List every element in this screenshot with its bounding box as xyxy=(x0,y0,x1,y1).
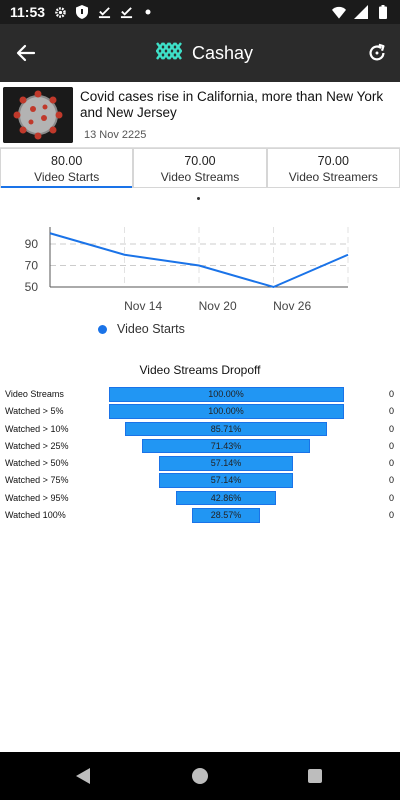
y-tick-label: 50 xyxy=(25,280,39,294)
tab-video-streamers[interactable]: 70.00 Video Streamers xyxy=(266,148,400,188)
tab-value: 70.00 xyxy=(317,154,349,168)
nav-back-icon[interactable] xyxy=(75,767,91,790)
funnel-bar: 71.43% xyxy=(142,438,310,454)
clock: 11:53 xyxy=(10,4,46,20)
funnel-stage-count: 0 xyxy=(388,458,394,469)
battery-icon xyxy=(376,5,390,19)
arrow-left-icon[interactable] xyxy=(14,41,38,65)
y-tick-label: 70 xyxy=(25,259,39,273)
gear-icon xyxy=(53,5,67,19)
x-tick-label: Nov 26 xyxy=(273,299,311,313)
funnel-bar: 85.71% xyxy=(125,421,327,437)
chart-legend: Video Starts xyxy=(98,322,185,336)
funnel-stage-label: Video Streams xyxy=(5,389,64,399)
article-date: 13 Nov 2225 xyxy=(84,129,147,141)
funnel-stage-count: 0 xyxy=(388,475,394,486)
tab-video-starts[interactable]: 80.00 Video Starts xyxy=(0,148,134,188)
funnel-stage-label: Watched > 75% xyxy=(5,475,69,486)
funnel-stage-label: Watched > 50% xyxy=(5,458,69,469)
funnel-row: Watched > 5% 100.00% 0 xyxy=(0,403,400,420)
funnel-row: Watched > 25% 71.43% 0 xyxy=(0,438,400,455)
x-tick-label: Nov 20 xyxy=(199,299,237,313)
funnel-stage-count: 0 xyxy=(388,423,394,434)
funnel-row: Watched > 75% 57.14% 0 xyxy=(0,472,400,489)
funnel-stage-count: 0 xyxy=(388,389,394,399)
funnel-row: Watched > 10% 85.71% 0 xyxy=(0,421,400,438)
tab-value: 80.00 xyxy=(51,154,83,168)
funnel-bar: 57.14% xyxy=(158,473,294,488)
article-headline: Covid cases rise in California, more tha… xyxy=(80,89,384,120)
system-nav-bar xyxy=(0,752,400,800)
check-icon xyxy=(97,5,111,19)
funnel-row: Watched > 95% 42.86% 0 xyxy=(0,490,400,507)
funnel-stage-count: 0 xyxy=(388,510,394,521)
tab-video-streams[interactable]: 70.00 Video Streams xyxy=(133,148,267,188)
funnel-bar: 28.57% xyxy=(192,508,260,523)
app-bar: Cashay xyxy=(0,24,400,82)
funnel-stage-label: Watched > 10% xyxy=(5,423,69,434)
tab-label: Video Streams xyxy=(160,170,240,184)
legend-label: Video Starts xyxy=(117,322,185,336)
nav-recents-icon[interactable] xyxy=(308,769,322,783)
funnel-bar: 100.00% xyxy=(108,387,344,402)
funnel-row: Video Streams 100.00% 0 xyxy=(0,386,400,403)
funnel-row: Watched 100% 28.57% 0 xyxy=(0,507,400,524)
y-tick-label: 90 xyxy=(25,237,39,251)
tab-label: Video Streamers xyxy=(288,170,378,184)
cashay-logo-icon xyxy=(155,42,183,65)
app-title-group: Cashay xyxy=(155,42,254,65)
funnel-stage-count: 0 xyxy=(388,406,394,417)
app-title: Cashay xyxy=(192,43,254,63)
page-indicator-dot xyxy=(197,197,200,200)
video-starts-line-chart: 50 70 90 Nov 14 Nov 20 Nov 26 xyxy=(25,227,349,313)
funnel-stage-count: 0 xyxy=(388,492,394,503)
signal-icon xyxy=(354,5,368,19)
refresh-icon[interactable] xyxy=(366,42,388,64)
funnel-bar: 57.14% xyxy=(158,456,294,471)
status-bar: 11:53 xyxy=(0,0,400,24)
tab-value: 70.00 xyxy=(184,154,216,168)
funnel-stage-label: Watched 100% xyxy=(5,510,66,521)
article-thumbnail xyxy=(3,87,73,143)
funnel-stage-label: Watched > 25% xyxy=(5,440,69,451)
dot-icon xyxy=(141,5,155,19)
funnel-title: Video Streams Dropoff xyxy=(139,363,261,377)
article-card[interactable]: Covid cases rise in California, more tha… xyxy=(0,82,400,148)
nav-home-icon[interactable] xyxy=(192,768,208,784)
funnel-bar: 100.00% xyxy=(108,404,344,419)
dropoff-funnel: Video Streams 100.00% 0 Watched > 5% 100.00%… xyxy=(0,386,400,524)
funnel-stage-label: Watched > 5% xyxy=(5,406,64,417)
x-tick-label: Nov 14 xyxy=(124,299,162,313)
funnel-row: Watched > 50% 57.14% 0 xyxy=(0,455,400,472)
legend-marker xyxy=(98,324,107,334)
shield-icon xyxy=(75,5,89,19)
funnel-stage-label: Watched > 95% xyxy=(5,492,69,503)
tab-label: Video Starts xyxy=(34,170,100,184)
metric-tabs: 80.00 Video Starts 70.00 Video Streams 7… xyxy=(0,148,400,188)
check-icon xyxy=(119,5,133,19)
wifi-icon xyxy=(332,5,346,19)
funnel-stage-count: 0 xyxy=(388,440,394,451)
funnel-bar: 42.86% xyxy=(175,490,277,506)
